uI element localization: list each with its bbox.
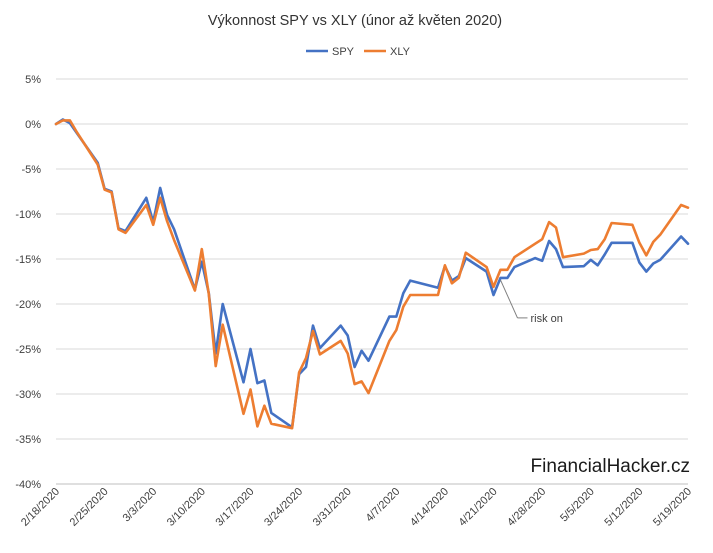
series-line-spy	[54, 118, 690, 429]
x-tick-label: 5/19/2020	[651, 486, 694, 529]
x-tick-label: 5/5/2020	[558, 486, 597, 525]
x-tick-label: 4/14/2020	[408, 486, 451, 529]
y-tick-label: -20%	[15, 299, 41, 311]
x-tick-label: 3/3/2020	[121, 486, 160, 525]
y-tick-label: -35%	[15, 434, 41, 446]
x-tick-label: 3/31/2020	[311, 486, 354, 529]
x-tick-label: 5/12/2020	[602, 486, 645, 529]
y-tick-label: 5%	[25, 74, 41, 86]
x-tick-label: 3/10/2020	[165, 486, 208, 529]
x-axis: 2/18/2020 2/25/2020 3/3/2020 3/10/2020 3/17/…	[19, 486, 694, 529]
y-tick-label: -5%	[21, 164, 41, 176]
x-tick-label: 2/25/2020	[68, 486, 111, 529]
legend-label-xly: XLY	[390, 46, 411, 58]
gridlines	[56, 78, 688, 485]
y-tick-label: -10%	[15, 209, 41, 221]
annotation-label: risk on	[530, 313, 562, 325]
x-tick-label: 4/28/2020	[505, 486, 548, 529]
x-tick-label: 2/18/2020	[19, 486, 62, 529]
chart-title: Výkonnost SPY vs XLY (únor až květen 202…	[208, 13, 502, 29]
x-tick-label: 3/17/2020	[213, 486, 256, 529]
y-tick-label: -15%	[15, 254, 41, 266]
x-tick-label: 4/7/2020	[364, 486, 403, 525]
y-tick-label: 0%	[25, 119, 41, 131]
legend-label-spy: SPY	[332, 46, 355, 58]
annotations: risk on	[500, 279, 563, 325]
chart-legend: SPY XLY	[306, 46, 411, 58]
y-tick-label: -40%	[15, 479, 41, 491]
y-tick-label: -30%	[15, 389, 41, 401]
x-tick-label: 3/24/2020	[262, 486, 305, 529]
y-axis: 5% 0% -5% -10% -15% -20% -25% -30% -35% -40%	[15, 74, 41, 491]
x-tick-label: 4/21/2020	[457, 486, 500, 529]
series-group	[54, 118, 690, 430]
annotation-leader-line	[500, 279, 518, 319]
y-tick-label: -25%	[15, 344, 41, 356]
series-line-xly	[54, 119, 690, 430]
watermark-text: FinancialHacker.cz	[531, 456, 690, 477]
